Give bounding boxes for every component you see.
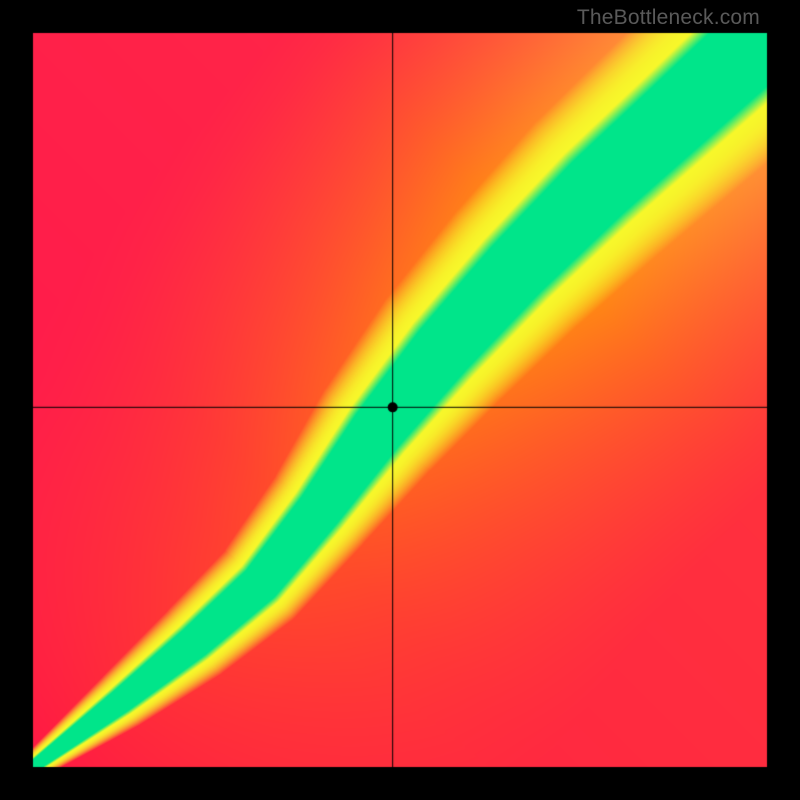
watermark-text: TheBottleneck.com: [577, 6, 760, 30]
heatmap-canvas: [0, 0, 800, 800]
chart-container: TheBottleneck.com: [0, 0, 800, 800]
